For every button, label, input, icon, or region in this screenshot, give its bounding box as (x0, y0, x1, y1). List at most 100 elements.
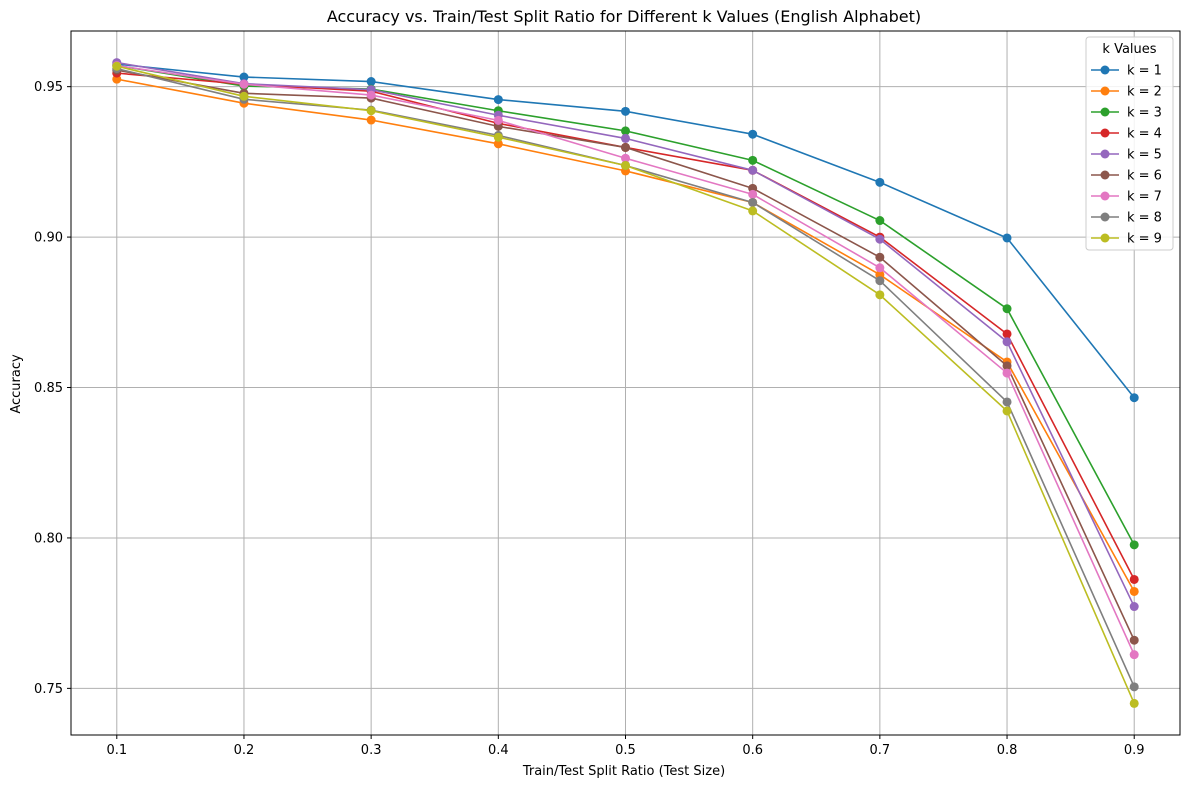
x-tick-label: 0.9 (1124, 743, 1145, 758)
data-point (1129, 586, 1139, 596)
legend-swatch-marker (1100, 107, 1110, 117)
legend-item: k = 7 (1091, 190, 1162, 205)
data-point (748, 189, 758, 199)
data-point (1002, 361, 1012, 371)
legend: k Values k = 1 k = 2 k = 3 k = 4 k = 5 k = 6 k … (1085, 36, 1174, 251)
x-axis: 0.1 0.2 0.3 0.4 0.5 0.6 0.7 0.8 0.9 (106, 735, 1145, 758)
x-tick-label: 0.3 (361, 743, 382, 758)
legend-item: k = 4 (1091, 127, 1162, 142)
legend-swatch-marker (1100, 128, 1110, 138)
legend-item: k = 2 (1091, 85, 1162, 100)
data-point (875, 216, 885, 226)
x-tick-label: 0.4 (488, 743, 509, 758)
legend-label: k = 5 (1127, 148, 1162, 163)
legend-label: k = 2 (1127, 85, 1162, 100)
legend-title: k Values (1102, 42, 1156, 57)
data-point (748, 197, 758, 207)
legend-label: k = 8 (1127, 211, 1162, 226)
data-point (112, 61, 122, 71)
data-point (1129, 635, 1139, 645)
x-axis-label: Train/Test Split Ratio (Test Size) (522, 764, 725, 779)
data-point (493, 139, 503, 149)
data-point (1002, 233, 1012, 243)
data-point (875, 252, 885, 262)
legend-item: k = 8 (1091, 211, 1162, 226)
data-point (366, 115, 376, 125)
legend-label: k = 1 (1127, 64, 1162, 79)
legend-swatch-marker (1100, 233, 1110, 243)
y-tick-label: 0.85 (34, 381, 63, 396)
data-point (239, 72, 249, 82)
data-point (621, 160, 630, 170)
legend-swatch-marker (1100, 86, 1110, 96)
data-point (621, 133, 630, 143)
data-point (493, 132, 503, 142)
y-tick-label: 0.95 (34, 80, 63, 95)
data-point (1002, 397, 1012, 407)
data-point (366, 77, 376, 87)
data-point (621, 142, 630, 152)
data-point (366, 90, 376, 100)
legend-swatch-marker (1100, 191, 1110, 201)
x-tick-label: 0.6 (742, 743, 763, 758)
data-point (1129, 602, 1139, 612)
y-tick-label: 0.80 (34, 531, 63, 546)
legend-item: k = 9 (1091, 232, 1162, 247)
y-axis-label: Accuracy (9, 354, 24, 414)
legend-swatch-marker (1100, 65, 1110, 75)
x-tick-label: 0.5 (615, 743, 636, 758)
data-point (1129, 574, 1139, 584)
data-point (1002, 337, 1012, 347)
y-axis: 0.75 0.80 0.85 0.90 0.95 (34, 80, 71, 697)
legend-swatch-marker (1100, 170, 1110, 180)
y-tick-label: 0.90 (34, 231, 63, 246)
data-point (1002, 304, 1012, 314)
data-point (239, 91, 249, 101)
data-point (1129, 650, 1139, 660)
data-point (1002, 368, 1012, 378)
data-point (1129, 393, 1139, 403)
data-point (621, 126, 630, 136)
data-point (748, 129, 758, 139)
x-tick-label: 0.2 (234, 743, 255, 758)
data-point (239, 79, 249, 89)
data-point (875, 290, 885, 300)
legend-label: k = 6 (1127, 169, 1162, 184)
y-tick-label: 0.75 (34, 682, 63, 697)
chart-title: Accuracy vs. Train/Test Split Ratio for … (327, 7, 921, 26)
x-tick-label: 0.7 (870, 743, 891, 758)
legend-item: k = 1 (1091, 64, 1162, 79)
data-point (1129, 682, 1139, 692)
data-point (621, 106, 630, 116)
grid (71, 31, 1180, 735)
data-point (1129, 540, 1139, 550)
data-point (493, 115, 503, 125)
legend-label: k = 9 (1127, 232, 1162, 247)
legend-swatch-marker (1100, 149, 1110, 159)
legend-item: k = 3 (1091, 106, 1162, 121)
legend-item: k = 6 (1091, 169, 1162, 184)
data-point (366, 106, 376, 116)
data-point (875, 276, 885, 286)
data-point (1002, 406, 1012, 416)
legend-label: k = 4 (1127, 127, 1162, 142)
data-point (748, 155, 758, 165)
data-point (875, 234, 885, 244)
data-point (875, 263, 885, 273)
series-layer (112, 58, 1139, 708)
x-tick-label: 0.1 (106, 743, 127, 758)
series-k-1 (112, 59, 1139, 403)
data-point (1129, 698, 1139, 708)
legend-label: k = 7 (1127, 190, 1162, 205)
data-point (1002, 329, 1012, 339)
legend-swatch-marker (1100, 212, 1110, 222)
data-point (748, 165, 758, 175)
legend-label: k = 3 (1127, 106, 1162, 121)
data-point (493, 95, 503, 105)
legend-item: k = 5 (1091, 148, 1162, 163)
series-k-9 (112, 61, 1139, 708)
data-point (875, 177, 885, 187)
data-point (621, 153, 630, 163)
x-tick-label: 0.8 (997, 743, 1018, 758)
